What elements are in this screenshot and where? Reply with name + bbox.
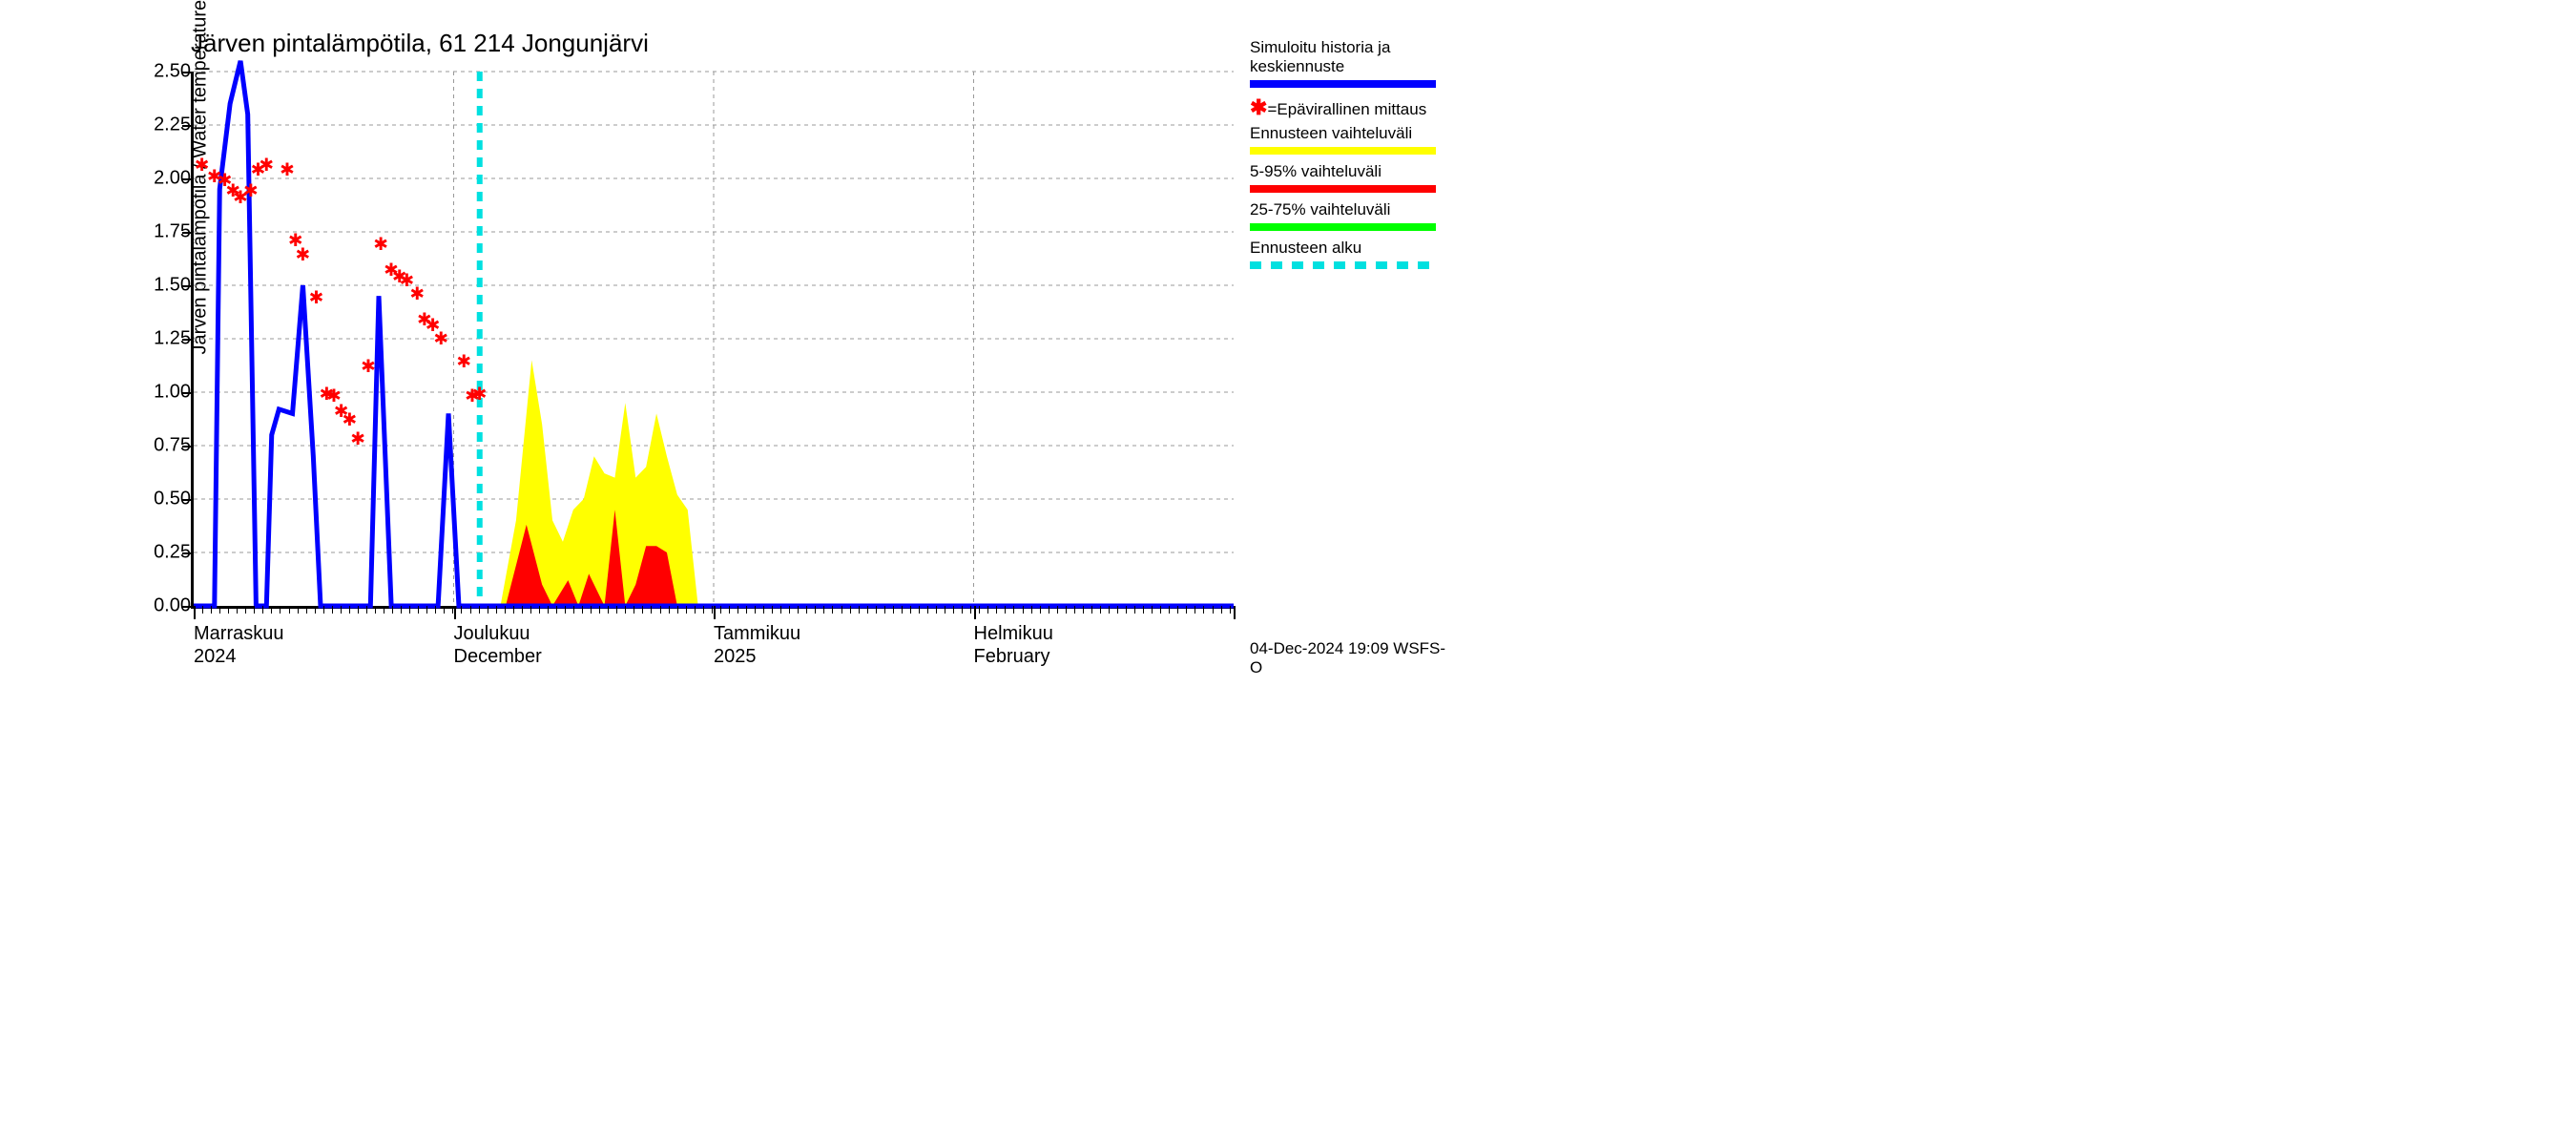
legend-item: 5-95% vaihteluväli <box>1250 162 1441 181</box>
legend-swatch <box>1250 80 1436 88</box>
x-month-label: Tammikuu <box>714 623 800 645</box>
y-tick-label: 0.00 <box>134 595 191 617</box>
legend-swatch <box>1250 223 1436 231</box>
y-tick-label: 2.50 <box>134 61 191 83</box>
measurement-point: ✱ <box>296 239 309 266</box>
legend-label: =Epävirallinen mittaus <box>1267 100 1426 118</box>
measurement-point: ✱ <box>260 150 273 177</box>
y-tick-label: 0.25 <box>134 542 191 564</box>
chart-container: Järven pintalämpötila / Water temperatur… <box>19 19 1450 668</box>
x-month-sublabel: 2025 <box>714 646 757 668</box>
footer-timestamp: 04-Dec-2024 19:09 WSFS-O <box>1250 639 1450 677</box>
y-tick-label: 1.75 <box>134 221 191 243</box>
x-month-sublabel: February <box>974 646 1050 668</box>
x-month-label: Helmikuu <box>974 623 1053 645</box>
y-tick-label: 1.25 <box>134 328 191 350</box>
legend-label: 25-75% vaihteluväli <box>1250 200 1390 219</box>
legend-label: Simuloitu historia ja keskiennuste <box>1250 38 1390 75</box>
y-tick-label: 0.50 <box>134 489 191 510</box>
legend-item: 25-75% vaihteluväli <box>1250 200 1441 219</box>
plot-svg <box>194 72 1234 606</box>
legend-label: Ennusteen alku <box>1250 239 1361 257</box>
x-month-sublabel: December <box>454 646 542 668</box>
legend-swatch <box>1250 147 1436 155</box>
measurement-point: ✱ <box>362 351 375 378</box>
y-tick-label: 2.00 <box>134 168 191 190</box>
legend-item: Simuloitu historia ja keskiennuste <box>1250 38 1441 76</box>
measurement-point: ✱ <box>410 279 424 305</box>
x-month-sublabel: 2024 <box>194 646 237 668</box>
legend-item: Ennusteen alku <box>1250 239 1441 258</box>
measurement-point: ✱ <box>374 229 387 256</box>
measurement-point: ✱ <box>473 379 487 406</box>
legend-item: Ennusteen vaihteluväli <box>1250 124 1441 143</box>
chart-title: Järven pintalämpötila, 61 214 Jongunjärv… <box>191 29 649 58</box>
x-month-label: Joulukuu <box>454 623 530 645</box>
legend-swatch <box>1250 185 1436 193</box>
measurement-point: ✱ <box>280 155 294 181</box>
plot-area: ✱✱✱✱✱✱✱✱✱✱✱✱✱✱✱✱✱✱✱✱✱✱✱✱✱✱✱✱✱ Marraskuu2… <box>191 72 1234 609</box>
legend-swatch <box>1250 261 1436 269</box>
y-tick-label: 1.50 <box>134 275 191 297</box>
star-icon: ✱ <box>1250 95 1267 119</box>
legend: Simuloitu historia ja keskiennuste ✱=Epäv… <box>1250 38 1441 277</box>
y-tick-label: 0.75 <box>134 435 191 457</box>
legend-label: 5-95% vaihteluväli <box>1250 162 1381 180</box>
x-month-label: Marraskuu <box>194 623 283 645</box>
legend-item: ✱=Epävirallinen mittaus <box>1250 95 1441 120</box>
y-tick-label: 2.25 <box>134 114 191 136</box>
measurement-point: ✱ <box>457 346 470 373</box>
measurement-point: ✱ <box>434 323 447 350</box>
measurement-point: ✱ <box>351 424 364 450</box>
y-tick-label: 1.00 <box>134 382 191 404</box>
measurement-point: ✱ <box>309 282 322 309</box>
legend-label: Ennusteen vaihteluväli <box>1250 124 1412 142</box>
